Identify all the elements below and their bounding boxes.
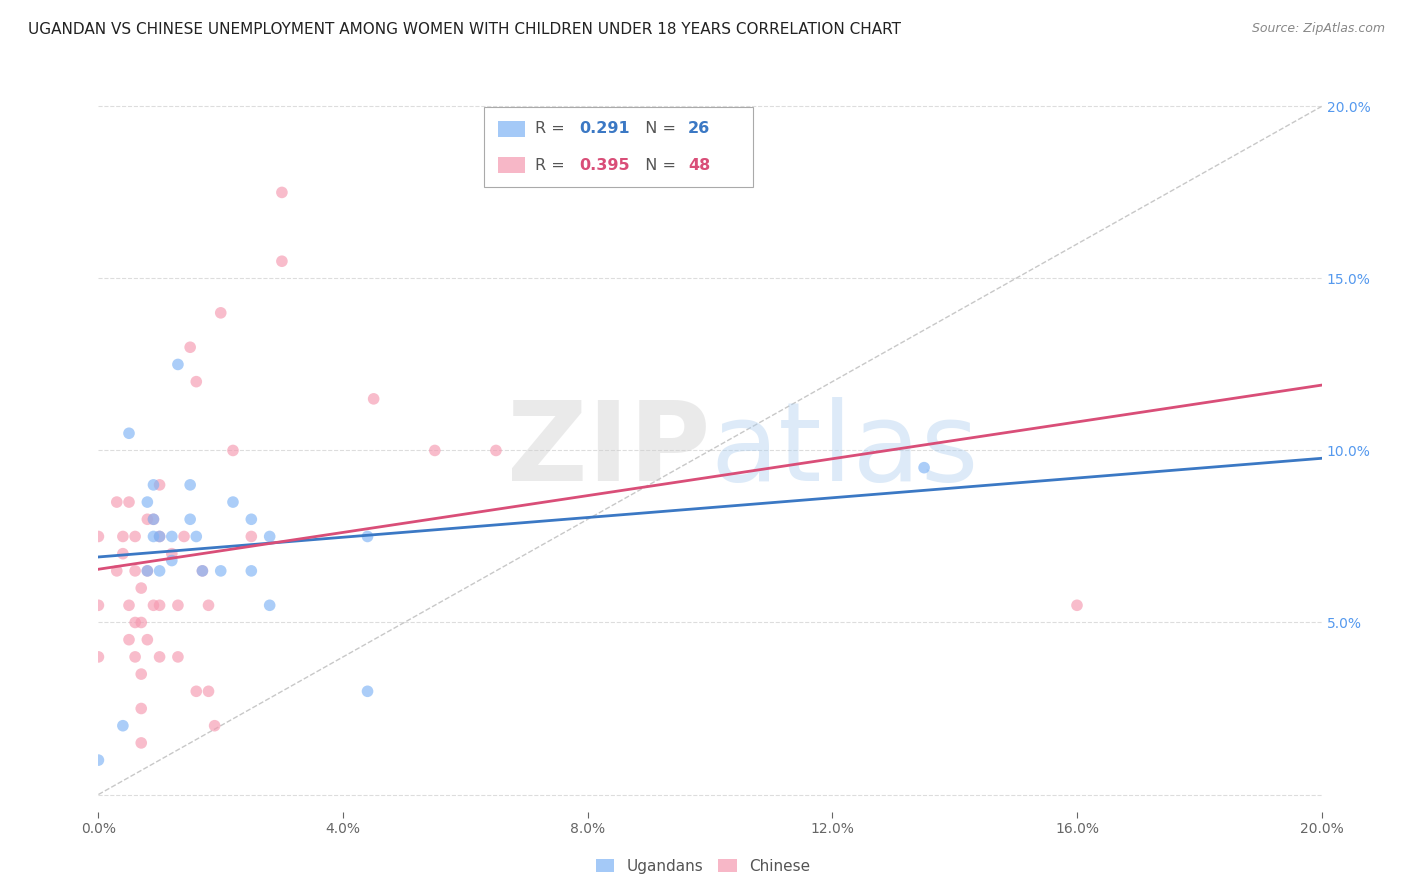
Point	[149, 649, 172, 664]
Point	[129, 581, 152, 595]
Point	[118, 632, 141, 647]
Point	[105, 495, 128, 509]
Point	[179, 512, 201, 526]
Point	[149, 529, 172, 543]
Point	[87, 599, 110, 613]
Point	[118, 599, 141, 613]
Point	[124, 529, 146, 543]
Point	[204, 719, 226, 733]
Point	[222, 443, 245, 458]
Point	[149, 599, 172, 613]
Point	[149, 564, 172, 578]
Point	[136, 495, 159, 509]
Point	[179, 340, 201, 354]
Point	[124, 564, 146, 578]
Point	[136, 564, 159, 578]
Point	[142, 478, 165, 492]
Point	[222, 495, 245, 509]
Text: ZIP: ZIP	[506, 397, 710, 504]
Text: R =: R =	[536, 121, 569, 136]
Text: Source: ZipAtlas.com: Source: ZipAtlas.com	[1251, 22, 1385, 36]
Point	[136, 512, 159, 526]
Point	[1066, 599, 1088, 613]
FancyBboxPatch shape	[498, 121, 526, 136]
Legend: Ugandans, Chinese: Ugandans, Chinese	[589, 853, 817, 880]
Point	[118, 426, 141, 441]
Point	[167, 649, 190, 664]
Point	[111, 719, 134, 733]
Point	[87, 649, 110, 664]
Text: R =: R =	[536, 158, 569, 172]
Point	[186, 529, 208, 543]
Point	[142, 512, 165, 526]
Point	[129, 667, 152, 681]
Text: 0.395: 0.395	[579, 158, 630, 172]
Point	[259, 599, 281, 613]
Point	[191, 564, 214, 578]
Point	[129, 701, 152, 715]
Point	[186, 684, 208, 698]
Point	[197, 684, 219, 698]
Point	[149, 478, 172, 492]
Point	[179, 478, 201, 492]
Text: 0.291: 0.291	[579, 121, 630, 136]
Point	[142, 529, 165, 543]
Text: 26: 26	[688, 121, 710, 136]
Point	[167, 599, 190, 613]
Point	[197, 599, 219, 613]
Text: N =: N =	[636, 158, 682, 172]
Point	[136, 564, 159, 578]
Point	[191, 564, 214, 578]
Point	[149, 529, 172, 543]
Text: N =: N =	[636, 121, 682, 136]
Text: UGANDAN VS CHINESE UNEMPLOYMENT AMONG WOMEN WITH CHILDREN UNDER 18 YEARS CORRELA: UGANDAN VS CHINESE UNEMPLOYMENT AMONG WO…	[28, 22, 901, 37]
Point	[167, 358, 190, 372]
Point	[209, 564, 232, 578]
Point	[270, 186, 292, 200]
Point	[209, 306, 232, 320]
Point	[259, 529, 281, 543]
Point	[118, 495, 141, 509]
Point	[87, 753, 110, 767]
Point	[160, 553, 183, 567]
Point	[129, 615, 152, 630]
Text: atlas: atlas	[710, 397, 979, 504]
Point	[356, 684, 378, 698]
Point	[160, 547, 183, 561]
Point	[240, 512, 263, 526]
Point	[111, 529, 134, 543]
Point	[356, 529, 378, 543]
Point	[142, 599, 165, 613]
Point	[129, 736, 152, 750]
Point	[160, 529, 183, 543]
Point	[363, 392, 385, 406]
Point	[240, 564, 263, 578]
Point	[105, 564, 128, 578]
Point	[111, 547, 134, 561]
Point	[87, 529, 110, 543]
Point	[136, 632, 159, 647]
Point	[142, 512, 165, 526]
Point	[186, 375, 208, 389]
FancyBboxPatch shape	[484, 107, 752, 186]
Point	[912, 460, 935, 475]
Point	[485, 443, 508, 458]
Point	[124, 615, 146, 630]
FancyBboxPatch shape	[498, 157, 526, 173]
Point	[423, 443, 446, 458]
Text: 48: 48	[688, 158, 710, 172]
Point	[124, 649, 146, 664]
Point	[270, 254, 292, 268]
Point	[173, 529, 195, 543]
Point	[240, 529, 263, 543]
